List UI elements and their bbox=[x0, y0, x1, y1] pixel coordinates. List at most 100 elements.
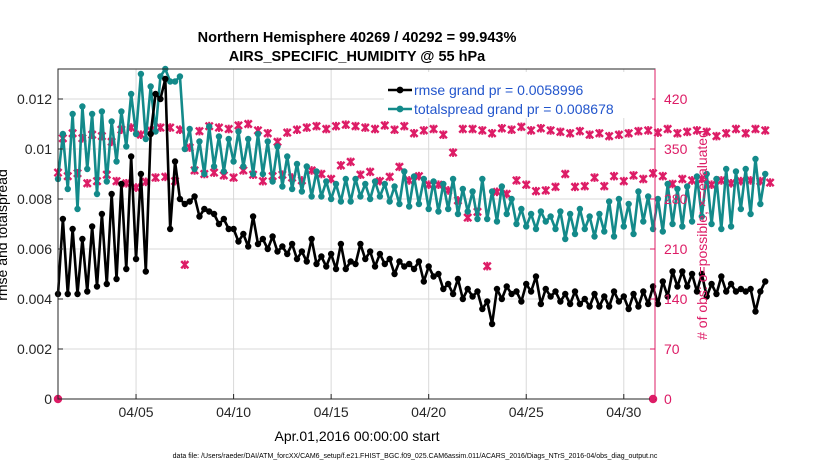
totalspread-series-point bbox=[376, 193, 384, 200]
rmse-series-point bbox=[366, 248, 374, 255]
obs-evaluated-marker bbox=[312, 121, 321, 131]
totalspread-series-point bbox=[342, 175, 349, 183]
rmse-series-point bbox=[137, 170, 145, 178]
obs-evaluated-marker bbox=[658, 171, 668, 181]
rmse-series-point bbox=[381, 260, 388, 268]
obs-evaluated-marker bbox=[399, 121, 409, 131]
rmse-series-point bbox=[59, 215, 67, 223]
totalspread-series-point bbox=[459, 185, 467, 193]
obs-evaluated-marker bbox=[575, 126, 585, 136]
y-right-tick-label: 350 bbox=[664, 141, 688, 157]
totalspread-series-point bbox=[215, 133, 223, 140]
rmse-series-point bbox=[518, 298, 525, 305]
obs-evaluated-marker bbox=[448, 148, 458, 158]
obs-evaluated-marker bbox=[521, 180, 531, 190]
x-tick-label: 04/05 bbox=[119, 404, 154, 420]
rmse-series-point bbox=[698, 270, 706, 278]
y-left-tick-label: 0 bbox=[44, 391, 52, 407]
totalspread-series-point bbox=[484, 215, 491, 223]
totalspread-series-point bbox=[371, 178, 379, 185]
obs-evaluated-marker bbox=[468, 124, 478, 134]
totalspread-series-point bbox=[591, 233, 598, 240]
totalspread-series-point bbox=[240, 163, 247, 170]
totalspread-series-point bbox=[181, 145, 189, 153]
totalspread-series-point bbox=[718, 225, 725, 233]
totalspread-series-point bbox=[362, 180, 369, 188]
rmse-series-point bbox=[674, 283, 681, 290]
totalspread-series-point bbox=[742, 165, 749, 173]
rmse-series-point bbox=[669, 268, 676, 275]
totalspread-series-point bbox=[352, 175, 359, 183]
totalspread-series-point bbox=[537, 208, 545, 215]
totalspread-series-point bbox=[669, 220, 676, 228]
totalspread-series-point bbox=[571, 230, 579, 238]
rmse-series-point bbox=[352, 260, 359, 268]
rmse-series-point bbox=[347, 258, 354, 265]
obs-evaluated-marker bbox=[224, 124, 234, 134]
obs-evaluated-marker bbox=[638, 174, 648, 184]
obs-evaluated-marker bbox=[585, 130, 595, 140]
rmse-series-point bbox=[118, 180, 125, 188]
rmse-series-point bbox=[196, 213, 203, 220]
rmse-series-point bbox=[635, 303, 642, 310]
totalspread-series-point bbox=[469, 188, 476, 195]
y-right-tick-label: 140 bbox=[664, 291, 688, 307]
rmse-series-point bbox=[644, 300, 652, 308]
rmse-series-point bbox=[323, 263, 330, 270]
totalspread-series-point bbox=[679, 223, 686, 230]
rmse-series-point bbox=[132, 255, 140, 263]
rmse-series-point bbox=[654, 300, 662, 308]
totalspread-series-point bbox=[415, 200, 423, 208]
obs-evaluated-marker bbox=[633, 126, 643, 136]
totalspread-series-point bbox=[659, 228, 667, 235]
rmse-series-point bbox=[425, 263, 432, 270]
y-left-tick-label: 0.012 bbox=[17, 91, 52, 107]
obs-evaluated-marker bbox=[258, 176, 268, 186]
rmse-series-point bbox=[171, 158, 179, 165]
obs-evaluated-marker bbox=[419, 125, 429, 135]
rmse-series-point bbox=[332, 265, 340, 273]
totalspread-series-point bbox=[64, 185, 71, 193]
obs-evaluated-marker bbox=[360, 123, 370, 133]
rmse-series-point bbox=[318, 253, 325, 260]
obs-evaluated-marker bbox=[351, 121, 360, 131]
rmse-series-point bbox=[630, 290, 637, 298]
obs-evaluated-marker bbox=[194, 126, 204, 136]
rmse-series-point bbox=[757, 288, 764, 295]
rmse-series-point bbox=[493, 285, 501, 293]
totalspread-series-point bbox=[293, 160, 301, 168]
obs-evaluated-marker bbox=[580, 181, 590, 191]
rmse-series-point bbox=[484, 298, 491, 305]
totalspread-series-point bbox=[693, 173, 701, 180]
obs-evaluated-marker bbox=[653, 128, 663, 138]
totalspread-series-point bbox=[532, 225, 540, 233]
chart-title-line2: AIRS_SPECIFIC_HUMIDITY @ 55 hPa bbox=[229, 49, 486, 65]
obs-evaluated-marker bbox=[546, 125, 556, 135]
rmse-series-point bbox=[303, 258, 310, 265]
obs-evaluated-marker bbox=[243, 119, 253, 129]
y-right-tick-label: 420 bbox=[664, 91, 688, 107]
totalspread-series-point bbox=[683, 183, 691, 190]
obs-evaluated-marker bbox=[229, 173, 239, 183]
totalspread-series-point bbox=[166, 78, 174, 85]
totalspread-series-point bbox=[318, 193, 325, 200]
rmse-series-point bbox=[430, 273, 437, 280]
totalspread-series-point bbox=[488, 188, 496, 195]
totalspread-series-point bbox=[132, 130, 140, 138]
rmse-series-point bbox=[605, 303, 613, 310]
obs-evaluated-marker bbox=[624, 128, 634, 138]
totalspread-series-point bbox=[308, 193, 315, 200]
rmse-series-point bbox=[123, 265, 130, 273]
rmse-series-point bbox=[249, 213, 257, 220]
rmse-series-point bbox=[718, 273, 725, 280]
totalspread-series-point bbox=[430, 178, 437, 185]
totalspread-series-point bbox=[713, 175, 720, 183]
obs-evaluated-marker bbox=[599, 181, 609, 191]
rmse-series-point bbox=[186, 198, 193, 205]
totalspread-series-point bbox=[249, 170, 257, 178]
totalspread-series-point bbox=[93, 190, 101, 198]
totalspread-series-point bbox=[757, 200, 764, 208]
rmse-series-point bbox=[488, 320, 496, 328]
rmse-series-point bbox=[713, 290, 720, 298]
